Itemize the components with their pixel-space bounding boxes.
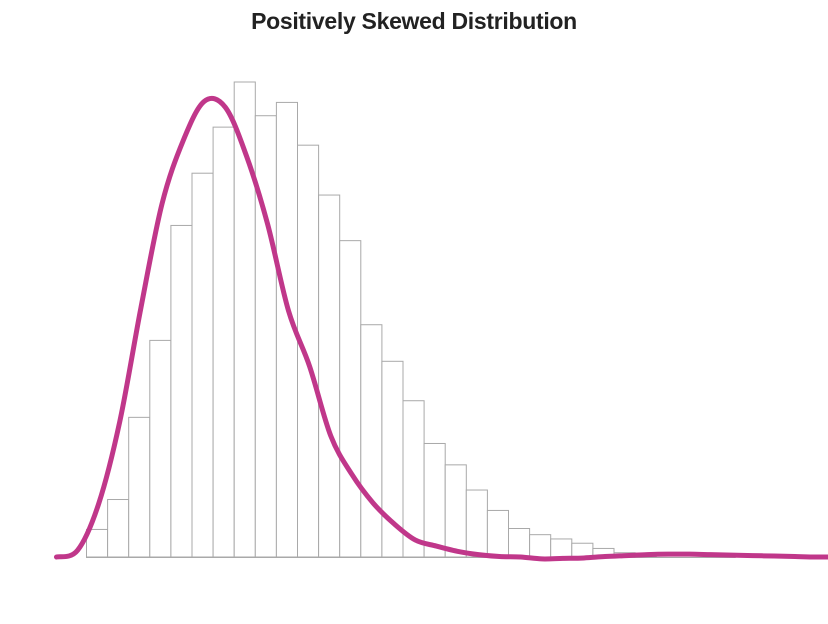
histogram-bar — [360, 324, 383, 558]
density-curve — [53, 95, 828, 562]
histogram-bar — [318, 194, 341, 558]
histogram-bar — [128, 416, 151, 558]
histogram-bar — [444, 464, 467, 558]
histogram-bar — [571, 542, 594, 558]
histogram-bar — [191, 172, 214, 558]
histogram-bars — [86, 81, 657, 558]
chart-title: Positively Skewed Distribution — [251, 8, 577, 34]
histogram-bar — [550, 538, 573, 558]
histogram-bar — [486, 509, 509, 558]
histogram-bar — [254, 115, 277, 558]
histogram-bar — [465, 489, 488, 558]
histogram-bar — [423, 442, 446, 558]
histogram-bar — [170, 224, 193, 558]
histogram-bar — [508, 528, 531, 558]
histogram-bar — [149, 339, 172, 558]
histogram-bar — [529, 534, 552, 558]
histogram-bar — [339, 240, 362, 558]
histogram-bar — [212, 126, 235, 558]
histogram-bar — [297, 144, 320, 558]
histogram-bar — [107, 499, 130, 558]
